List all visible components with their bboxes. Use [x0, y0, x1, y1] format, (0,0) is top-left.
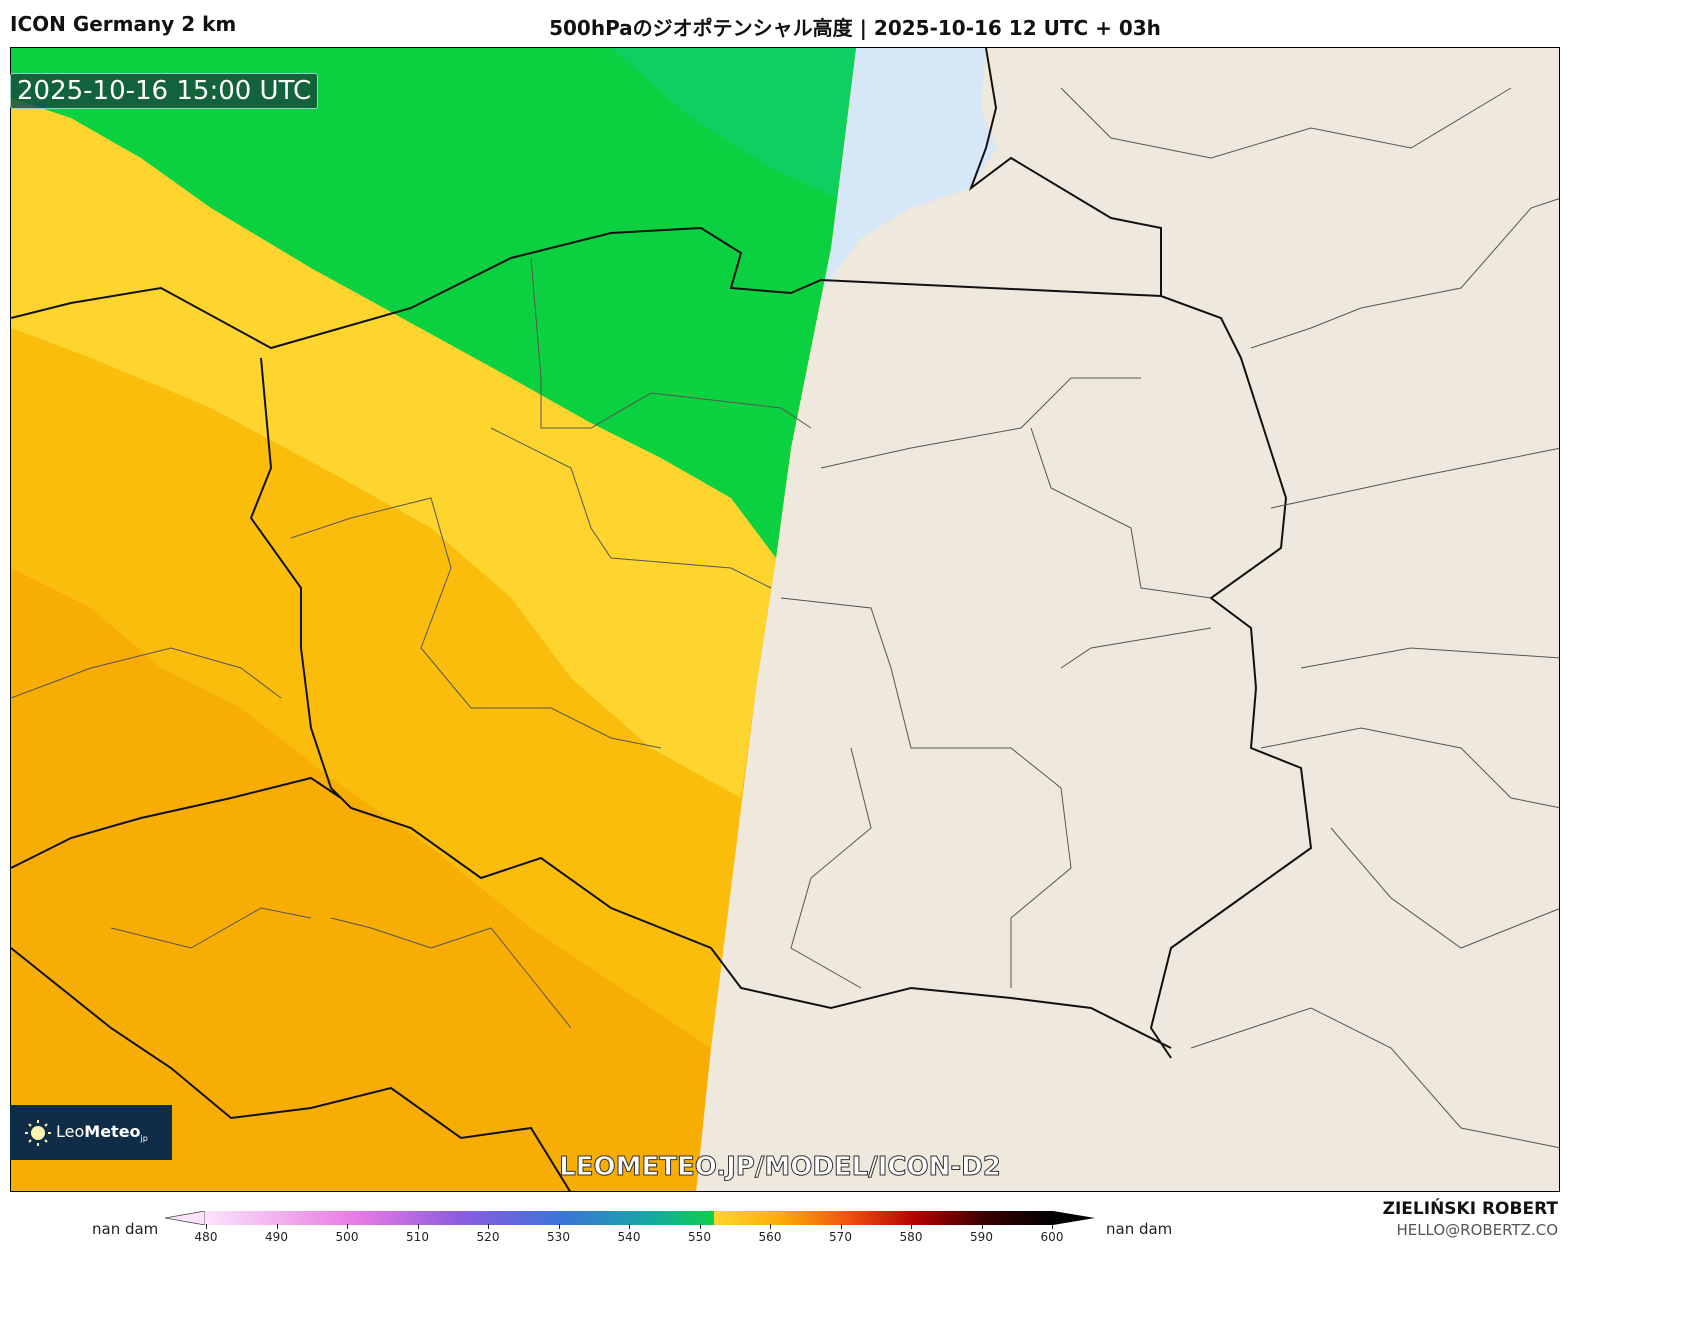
author-name: ZIELIŃSKI ROBERT [1382, 1199, 1558, 1219]
colorbar-tick [629, 1224, 630, 1229]
colorbar-tick [840, 1224, 842, 1229]
baltic-sea [811, 48, 996, 308]
colorbar-tick-label: 510 [406, 1230, 429, 1244]
colorbar-tick [488, 1224, 489, 1229]
colorbar-body [205, 1211, 1053, 1225]
field-550 [11, 48, 856, 558]
model-name: ICON Germany 2 km [10, 12, 237, 36]
colorbar-tick-label: 580 [899, 1230, 923, 1244]
colorbar-tick-label: 540 [617, 1230, 641, 1244]
map-canvas [11, 48, 1559, 1191]
colorbar-tick-label: 570 [829, 1230, 852, 1244]
colorbar-tick-label: 550 [688, 1230, 711, 1244]
colorbar-tick-label: 560 [758, 1230, 782, 1244]
map-title: 500hPaのジオポテンシャル高度 | 2025-10-16 12 UTC + … [549, 16, 1161, 40]
weather-map[interactable] [10, 47, 1560, 1192]
valid-time-label: 2025-10-16 15:00 UTC [10, 73, 319, 109]
watermark: LEOMETEO.JP/MODEL/ICON-D2 [559, 1152, 1002, 1183]
colorbar-tick [276, 1224, 278, 1229]
logo-prefix: Leo [56, 1121, 85, 1141]
colorbar-tick [347, 1224, 348, 1229]
colorbar-tick-label: 500 [335, 1230, 359, 1244]
colorbar-tick-label: 480 [194, 1230, 218, 1244]
colorbar-gradient [164, 1210, 1095, 1226]
colorbar-extend-high [1053, 1211, 1095, 1225]
field-545 [611, 48, 856, 198]
colorbar [164, 1210, 1095, 1226]
region-borders [11, 87, 1559, 1149]
colorbar-tick-label: 490 [265, 1230, 288, 1244]
logo-suffix: jp [140, 1134, 148, 1144]
colorbar-tick [417, 1224, 419, 1229]
colorbar-tick-label: 590 [970, 1230, 993, 1244]
colorbar-tick [1052, 1224, 1053, 1229]
colorbar-tick [770, 1224, 771, 1229]
country-borders [11, 48, 1313, 1191]
colorbar-tick [699, 1224, 701, 1229]
colorbar-tick-label: 600 [1040, 1230, 1064, 1244]
colorbar-unit-left: nan dam [92, 1220, 159, 1238]
logo-text: LeoMeteojp [56, 1122, 148, 1143]
sun-icon [25, 1119, 51, 1146]
logo-brand: Meteo [84, 1121, 141, 1141]
colorbar-tick-label: 520 [476, 1230, 500, 1244]
author-email[interactable]: HELLO@ROBERTZ.CO [1396, 1221, 1558, 1239]
colorbar-unit-right: nan dam [1106, 1220, 1173, 1238]
colorbar-tick [911, 1224, 912, 1229]
colorbar-tick [206, 1224, 207, 1229]
leometeo-logo[interactable]: LeoMeteojp [10, 1105, 172, 1160]
colorbar-tick-label: 530 [547, 1230, 570, 1244]
colorbar-extend-low [164, 1210, 206, 1226]
colorbar-tick [558, 1224, 560, 1229]
colorbar-tick [981, 1224, 983, 1229]
